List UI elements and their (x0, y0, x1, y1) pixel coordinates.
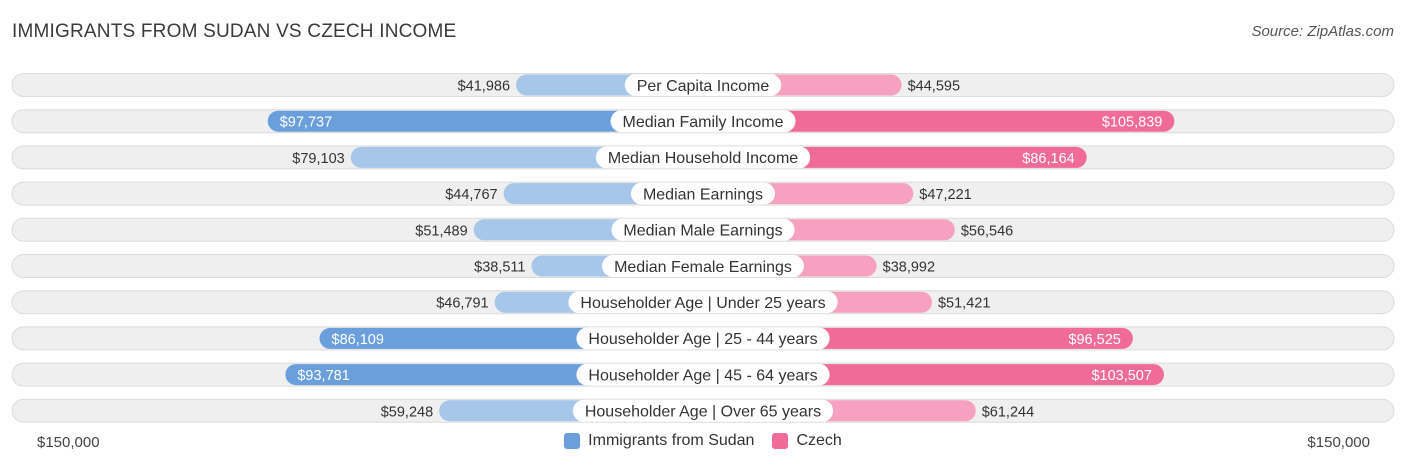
category-label: Householder Age | Over 65 years (585, 404, 821, 421)
value-label-sudan: $93,781 (297, 368, 349, 384)
value-label-czech: $56,546 (961, 223, 1013, 239)
value-label-sudan: $97,737 (280, 115, 332, 131)
bar-sudan (267, 110, 703, 132)
value-label-czech: $38,992 (883, 260, 935, 276)
value-label-sudan: $59,248 (381, 404, 433, 420)
source-note: Source: ZipAtlas.com (1251, 23, 1394, 40)
value-label-czech: $61,244 (982, 404, 1034, 420)
category-pill (576, 327, 830, 350)
legend-label-sudan: Immigrants from Sudan (588, 432, 755, 449)
legend-swatch-czech (772, 433, 789, 449)
value-label-sudan: $51,489 (415, 223, 467, 239)
category-pill (611, 218, 795, 241)
value-label-czech: $86,164 (1022, 151, 1074, 167)
axis-label-right: $150,000 (1307, 434, 1370, 451)
category-pill (576, 363, 830, 386)
value-label-czech: $47,221 (919, 187, 971, 203)
value-label-sudan: $86,109 (332, 332, 384, 348)
axis-label-left: $150,000 (37, 434, 100, 451)
value-label-sudan: $38,511 (474, 260, 525, 276)
legend-item-czech: Czech (772, 432, 842, 450)
category-label: Median Earnings (643, 186, 763, 203)
category-pill (568, 291, 838, 314)
category-pill (610, 110, 796, 133)
value-label-czech: $105,839 (1102, 115, 1162, 131)
category-label: Median Family Income (623, 114, 784, 131)
income-comparison-chart: $41,986 $44,595 Per Capita Income $97,737 $1… (11, 73, 1395, 423)
category-label: Median Male Earnings (623, 223, 782, 240)
legend-item-sudan: Immigrants from Sudan (564, 432, 754, 450)
value-label-sudan: $41,986 (458, 79, 510, 95)
legend-label-czech: Czech (796, 432, 842, 449)
chart-title: IMMIGRANTS FROM SUDAN VS CZECH INCOME (12, 21, 457, 42)
legend-swatch-sudan (564, 433, 581, 449)
category-label: Householder Age | 25 - 44 years (588, 331, 817, 348)
bar-czech (703, 110, 1175, 132)
category-pill (572, 399, 834, 422)
legend: Immigrants from Sudan Czech (0, 432, 1406, 450)
category-label: Median Female Earnings (614, 259, 792, 276)
value-label-sudan: $44,767 (445, 187, 497, 203)
category-pill (595, 146, 811, 169)
category-pill (624, 74, 782, 96)
value-label-sudan: $79,103 (292, 151, 344, 167)
category-pill (630, 182, 776, 205)
value-label-czech: $96,525 (1068, 332, 1120, 348)
category-label: Median Household Income (608, 150, 798, 167)
category-pill (602, 255, 804, 277)
category-label: Per Capita Income (637, 78, 770, 95)
value-label-czech: $44,595 (908, 79, 960, 95)
category-label: Householder Age | 45 - 64 years (588, 367, 817, 384)
value-label-czech: $103,507 (1091, 368, 1151, 384)
value-label-czech: $51,421 (938, 296, 990, 312)
category-label: Householder Age | Under 25 years (580, 295, 825, 312)
value-label-sudan: $46,791 (436, 296, 488, 312)
